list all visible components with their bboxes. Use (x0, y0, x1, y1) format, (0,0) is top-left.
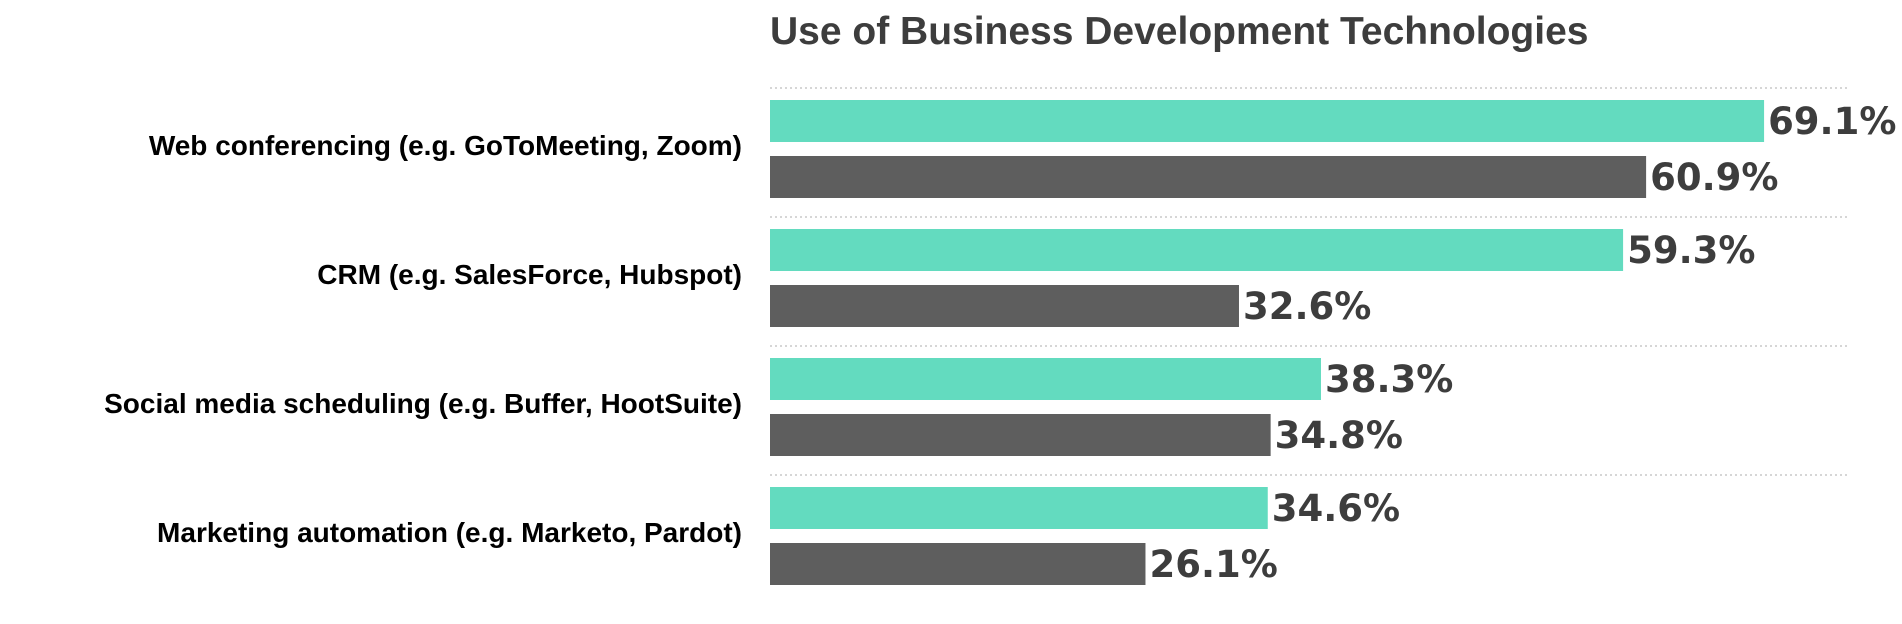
bar (770, 100, 1765, 142)
bar (770, 414, 1271, 456)
bar (770, 229, 1624, 271)
data-label: 38.3% (1325, 358, 1453, 401)
bars-group (770, 100, 1765, 585)
data-label: 34.6% (1272, 487, 1400, 530)
bar (770, 156, 1647, 198)
chart-title: Use of Business Development Technologies (770, 10, 1588, 53)
data-label: 60.9% (1650, 156, 1778, 199)
bar (770, 543, 1146, 585)
data-label: 32.6% (1243, 285, 1371, 328)
bar (770, 285, 1239, 327)
grid-lines (770, 87, 1850, 476)
data-label: 69.1% (1768, 100, 1896, 143)
data-label: 34.8% (1275, 414, 1403, 457)
category-label: Web conferencing (e.g. GoToMeeting, Zoom… (149, 130, 742, 161)
category-label: CRM (e.g. SalesForce, Hubspot) (317, 259, 742, 290)
bar (770, 487, 1268, 529)
data-label: 59.3% (1627, 229, 1755, 272)
category-labels: Web conferencing (e.g. GoToMeeting, Zoom… (104, 130, 742, 548)
bar (770, 358, 1321, 400)
data-label: 26.1% (1149, 543, 1277, 586)
value-labels: 69.1% 60.9% 59.3% 32.6% 38.3% 34.8% 34.6% 26.1% (1149, 100, 1896, 586)
category-label: Marketing automation (e.g. Marketo, Pard… (157, 517, 742, 548)
category-label: Social media scheduling (e.g. Buffer, Ho… (104, 388, 742, 419)
